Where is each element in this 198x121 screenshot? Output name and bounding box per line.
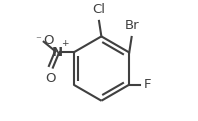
Text: O: O [46, 72, 56, 85]
Text: Cl: Cl [92, 3, 105, 16]
Text: N: N [51, 46, 62, 59]
Text: Br: Br [125, 19, 140, 32]
Text: +: + [61, 39, 69, 48]
Text: F: F [144, 78, 151, 91]
Text: ⁻: ⁻ [35, 36, 41, 45]
Text: O: O [43, 34, 54, 47]
